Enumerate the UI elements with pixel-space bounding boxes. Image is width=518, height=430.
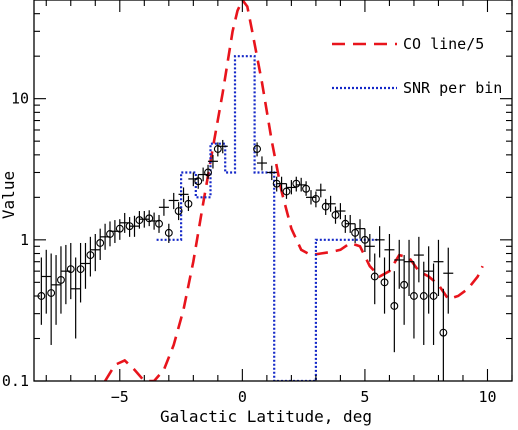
data-point-circle-21 <box>282 183 291 199</box>
data-point-cross-26 <box>325 195 336 212</box>
data-point-circle-29 <box>360 228 369 253</box>
data-point-cross-34 <box>404 239 415 297</box>
data-point-circle-12 <box>155 214 163 233</box>
data-point-cross-30 <box>364 233 375 262</box>
data-point-circle-2 <box>57 246 65 314</box>
data-point-circle-14 <box>174 202 183 221</box>
data-point-cross-28 <box>345 214 356 233</box>
data-point-cross-3 <box>70 257 81 339</box>
x-axis-title: Galactic Latitude, deg <box>160 407 372 426</box>
data-point-circle-35 <box>419 261 428 345</box>
data-point-cross-36 <box>423 246 434 314</box>
data-point-cross-17 <box>207 154 218 169</box>
data-point-cross-20 <box>266 165 277 181</box>
data-point-cross-15 <box>188 172 199 187</box>
data-point-cross-8 <box>119 212 130 233</box>
data-point-cross-2 <box>60 244 71 305</box>
data-point-circle-33 <box>400 255 409 325</box>
data-point-circle-34 <box>409 261 418 339</box>
data-point-circle-37 <box>439 288 448 381</box>
data-point-cross-14 <box>178 187 189 203</box>
y-tick-label: 10 <box>11 90 29 108</box>
data-point-cross-13 <box>168 192 179 210</box>
y-tick-label: 0.1 <box>2 372 29 390</box>
data-point-cross-27 <box>335 203 346 220</box>
data-point-cross-9 <box>129 215 140 237</box>
data-point-cross-32 <box>384 233 395 272</box>
data-point-circle-24 <box>311 191 320 208</box>
axes: −5 0 5 10 0.1 1 10 <box>2 0 513 406</box>
data-point-cross-10 <box>139 211 150 228</box>
x-tick-label: 5 <box>360 388 369 406</box>
data-point-cross-33 <box>394 239 405 289</box>
data-point-cross-11 <box>149 212 160 230</box>
data-point-cross-24 <box>305 190 316 205</box>
data-point-cross-23 <box>296 177 307 192</box>
plot-area <box>37 0 484 381</box>
data-point-circle-36 <box>429 263 438 345</box>
plot-frame <box>33 0 513 382</box>
data-point-circle-32 <box>390 271 399 353</box>
data-point-circle-15 <box>184 195 193 212</box>
data-point-cross-35 <box>413 236 424 283</box>
data-point-circle-6 <box>96 228 105 260</box>
data-point-cross-16 <box>198 167 209 182</box>
data-point-cross-38 <box>443 247 454 314</box>
x-tick-label: 10 <box>478 388 496 406</box>
y-tick-label: 1 <box>20 231 29 249</box>
data-point-cross-1 <box>51 255 62 325</box>
data-point-circle-5 <box>86 236 95 277</box>
x-tick-label: −5 <box>111 388 129 406</box>
y-axis-title: Value <box>0 171 18 219</box>
data-point-circle-11 <box>145 210 154 227</box>
series-line-co <box>103 0 484 381</box>
data-point-cross-21 <box>276 176 287 192</box>
data-point-cross-7 <box>109 220 120 243</box>
data-point-circle-1 <box>47 253 56 345</box>
data-point-cross-4 <box>80 242 91 289</box>
data-point-cross-5 <box>90 233 101 272</box>
data-point-cross-6 <box>100 223 111 250</box>
data-point-cross-37 <box>433 239 444 297</box>
data-point-cross-29 <box>355 219 366 239</box>
data-point-cross-12 <box>158 198 169 216</box>
legend-label-co: CO line/5 <box>403 35 484 53</box>
data-point-cross-22 <box>286 180 297 195</box>
data-point-cross-0 <box>41 249 52 314</box>
legend-label-snr: SNR per bin <box>403 79 502 97</box>
data-point-circle-25 <box>321 198 330 215</box>
x-tick-label: 0 <box>238 388 247 406</box>
legend: CO line/5 SNR per bin <box>332 35 502 97</box>
data-point-cross-25 <box>315 183 326 198</box>
data-point-cross-18 <box>217 139 228 154</box>
data-point-circle-13 <box>164 223 173 243</box>
data-point-circle-31 <box>380 257 389 314</box>
data-point-circle-30 <box>370 253 379 305</box>
data-point-circle-17 <box>204 164 212 179</box>
data-point-circle-4 <box>76 242 85 303</box>
data-point-cross-31 <box>374 226 385 258</box>
data-point-circle-19 <box>253 142 262 157</box>
data-point-circle-28 <box>351 223 360 243</box>
data-point-circle-16 <box>194 174 203 189</box>
data-point-circle-18 <box>213 142 222 157</box>
data-point-cross-19 <box>256 156 267 171</box>
